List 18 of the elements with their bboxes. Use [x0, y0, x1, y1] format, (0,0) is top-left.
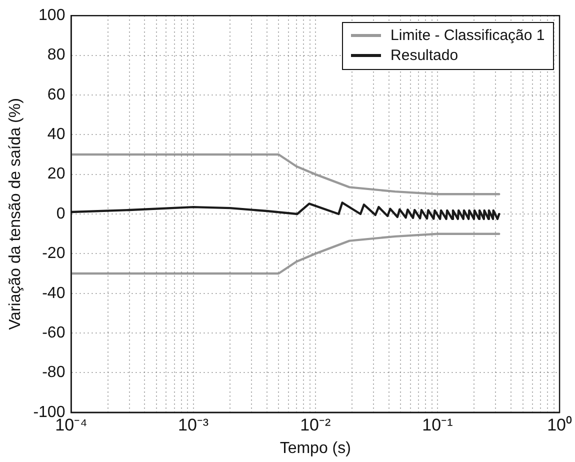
y-tick-label: 60 — [47, 86, 66, 104]
y-tick-label: 40 — [47, 126, 66, 144]
y-tick-label: 20 — [47, 166, 66, 183]
y-tick-label: 100 — [38, 7, 66, 24]
x-tick-label: 10⁰ — [547, 415, 572, 434]
y-tick-label: -80 — [42, 364, 66, 382]
x-tick-label: 10⁻³ — [178, 415, 209, 434]
y-axis-title: Variação da tensão de saída (%) — [7, 98, 24, 330]
y-tick-label: 80 — [47, 46, 66, 64]
y-tick-label: -40 — [42, 284, 66, 302]
x-axis-title: Tempo (s) — [280, 440, 351, 457]
x-tick-label: 10⁻² — [300, 415, 332, 434]
x-tick-label: 10⁻¹ — [422, 415, 454, 434]
y-tick-label: -20 — [42, 245, 66, 262]
y-tick-label: 0 — [56, 205, 66, 222]
legend-label: Limite - Classificação 1 — [390, 26, 545, 46]
y-tick-label: -60 — [42, 324, 66, 342]
legend-label: Resultado — [390, 46, 458, 66]
